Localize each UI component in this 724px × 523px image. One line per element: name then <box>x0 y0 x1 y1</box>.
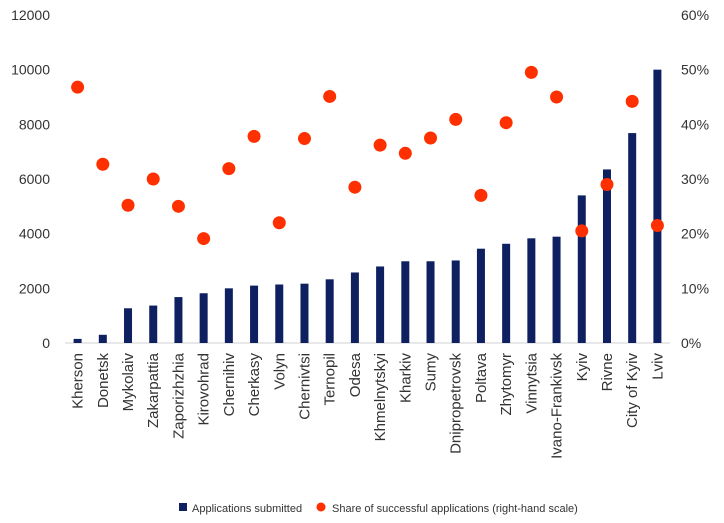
category-label: Cherkasy <box>246 353 263 417</box>
bar <box>275 284 284 343</box>
category-label: Dnipropetrovsk <box>448 353 465 454</box>
category-label: Volyn <box>271 353 288 390</box>
bar <box>300 283 309 343</box>
scatter-point <box>197 232 211 246</box>
scatter-point <box>373 138 387 152</box>
bar <box>174 297 183 343</box>
bar <box>98 334 107 343</box>
scatter-point <box>121 198 135 212</box>
category-label: Odesa <box>347 352 364 397</box>
bar <box>502 243 511 343</box>
scatter-point <box>499 116 513 130</box>
scatter-point <box>424 131 438 145</box>
right-axis-tick-label: 40% <box>681 116 709 132</box>
bar <box>73 338 82 343</box>
scatter-point <box>600 177 614 191</box>
scatter-point <box>575 224 589 238</box>
category-label: Poltava <box>473 352 490 403</box>
bar <box>628 133 637 343</box>
left-axis-tick-label: 2000 <box>19 280 50 296</box>
category-label: Zhytomyr <box>498 353 515 416</box>
bar <box>577 195 586 343</box>
left-axis-tick-label: 8000 <box>19 116 50 132</box>
category-label: Chernivtsi <box>296 353 313 420</box>
category-label: Kharkiv <box>397 353 414 404</box>
scatter-point <box>272 216 286 230</box>
category-labels: Kherson Donetsk Mykolaiv Zakarpattia Zaporiz… <box>70 352 667 459</box>
category-label: Kyiv <box>574 353 591 382</box>
category-label: Mykolaiv <box>120 353 137 412</box>
bar <box>224 288 233 343</box>
category-label: Zakarpattia <box>145 352 162 428</box>
category-label: Rivne <box>599 353 616 391</box>
category-label: Vinnytsia <box>523 352 540 413</box>
scatter-point <box>449 112 463 126</box>
category-label: Lviv <box>649 353 666 380</box>
category-label: City of Kyiv <box>624 353 641 429</box>
bar <box>376 266 385 343</box>
legend-marker-share <box>316 502 326 512</box>
category-label: Ternopil <box>322 353 339 406</box>
category-label: Chernihiv <box>221 353 238 417</box>
legend-swatch-applications <box>179 503 187 511</box>
category-label: Ivano-Frankivsk <box>549 353 566 459</box>
scatter-point <box>146 172 160 186</box>
bar <box>401 261 410 343</box>
category-label: Zaporizhzhia <box>170 352 187 439</box>
scatter-point <box>171 199 185 213</box>
scatter-point <box>650 218 664 232</box>
right-axis-tick-label: 60% <box>681 7 709 23</box>
bar <box>653 69 662 344</box>
bar <box>124 308 133 343</box>
right-axis-tick-label: 30% <box>681 171 709 187</box>
scatter-point <box>71 80 85 94</box>
scatter-series-share <box>71 65 664 246</box>
right-axis-tick-labels: 0% 10% 20% 30% 40% 50% 60% <box>681 7 709 351</box>
right-axis-tick-label: 10% <box>681 280 709 296</box>
right-axis-tick-label: 50% <box>681 62 709 78</box>
bar <box>476 248 485 343</box>
scatter-point <box>222 162 236 176</box>
left-axis-tick-labels: 0 2000 4000 6000 8000 10000 12000 <box>11 7 50 351</box>
scatter-point <box>550 90 564 104</box>
scatter-point <box>247 129 261 143</box>
left-axis-tick-label: 4000 <box>19 226 50 242</box>
bar <box>602 169 611 343</box>
bar <box>451 260 460 343</box>
bar <box>426 261 435 343</box>
left-axis-tick-label: 10000 <box>11 62 50 78</box>
right-axis-tick-label: 0% <box>681 335 701 351</box>
scatter-point <box>524 65 538 79</box>
scatter-point <box>398 146 412 160</box>
bar <box>325 279 334 343</box>
bar <box>199 293 208 343</box>
bar <box>527 238 536 343</box>
left-axis-tick-label: 0 <box>42 335 50 351</box>
category-label: Sumy <box>423 353 440 392</box>
legend-label-share: Share of successful applications (right-… <box>332 503 578 515</box>
scatter-point <box>323 89 337 103</box>
bar <box>552 236 561 343</box>
right-axis-tick-label: 20% <box>681 226 709 242</box>
legend-label-applications: Applications submitted <box>192 503 302 515</box>
category-label: Donetsk <box>95 353 112 409</box>
left-axis-tick-label: 12000 <box>11 7 50 23</box>
category-label: Kherson <box>70 353 87 409</box>
scatter-point <box>625 94 639 108</box>
scatter-point <box>297 132 311 146</box>
legend: Applications submitted Share of successf… <box>179 502 578 515</box>
scatter-point <box>96 157 110 171</box>
category-label: Khmelnytskyi <box>372 353 389 441</box>
bar <box>350 272 359 343</box>
bar-series-applications <box>73 69 662 344</box>
left-axis-tick-label: 6000 <box>19 171 50 187</box>
scatter-point <box>348 180 362 194</box>
bar <box>250 285 259 343</box>
scatter-point <box>474 188 488 202</box>
category-label: Kirovohrad <box>196 353 213 426</box>
bar <box>149 305 158 343</box>
